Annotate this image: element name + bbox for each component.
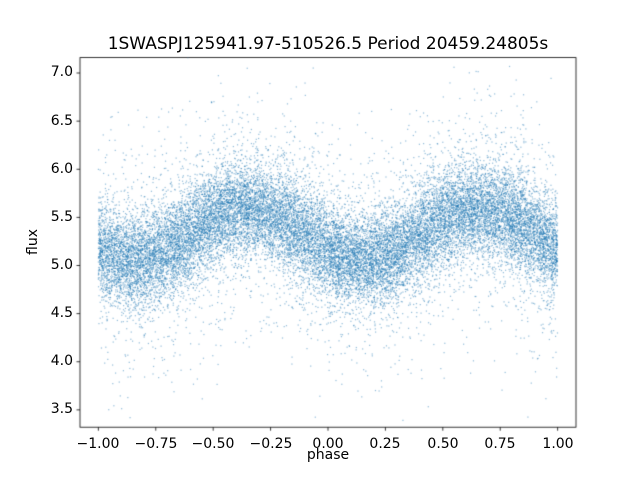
x-tick-label: 0.00 (312, 436, 344, 452)
x-axis-label: phase (306, 447, 350, 463)
y-tick-label: 7.0 (50, 64, 73, 80)
x-tick-label: −0.75 (134, 436, 178, 452)
x-tick-label: 0.75 (484, 436, 516, 452)
y-tick-label: 4.5 (50, 305, 73, 321)
y-tick-label: 5.5 (50, 209, 73, 225)
x-tick-label: 0.25 (369, 436, 401, 452)
y-tick-label: 4.0 (50, 353, 73, 369)
x-tick-label: 1.00 (542, 436, 574, 452)
y-tick-label: 5.0 (50, 257, 73, 273)
y-tick-label: 6.5 (50, 113, 73, 129)
x-tick-label: 0.50 (427, 436, 459, 452)
x-tick-label: −0.25 (249, 436, 293, 452)
x-tick-label: −1.00 (76, 436, 120, 452)
y-tick-label: 6.0 (50, 161, 73, 177)
y-tick-label: 3.5 (50, 401, 73, 417)
chart-title: 1SWASPJ125941.97-510526.5 Period 20459.2… (107, 34, 549, 54)
x-tick-label: −0.50 (191, 436, 235, 452)
